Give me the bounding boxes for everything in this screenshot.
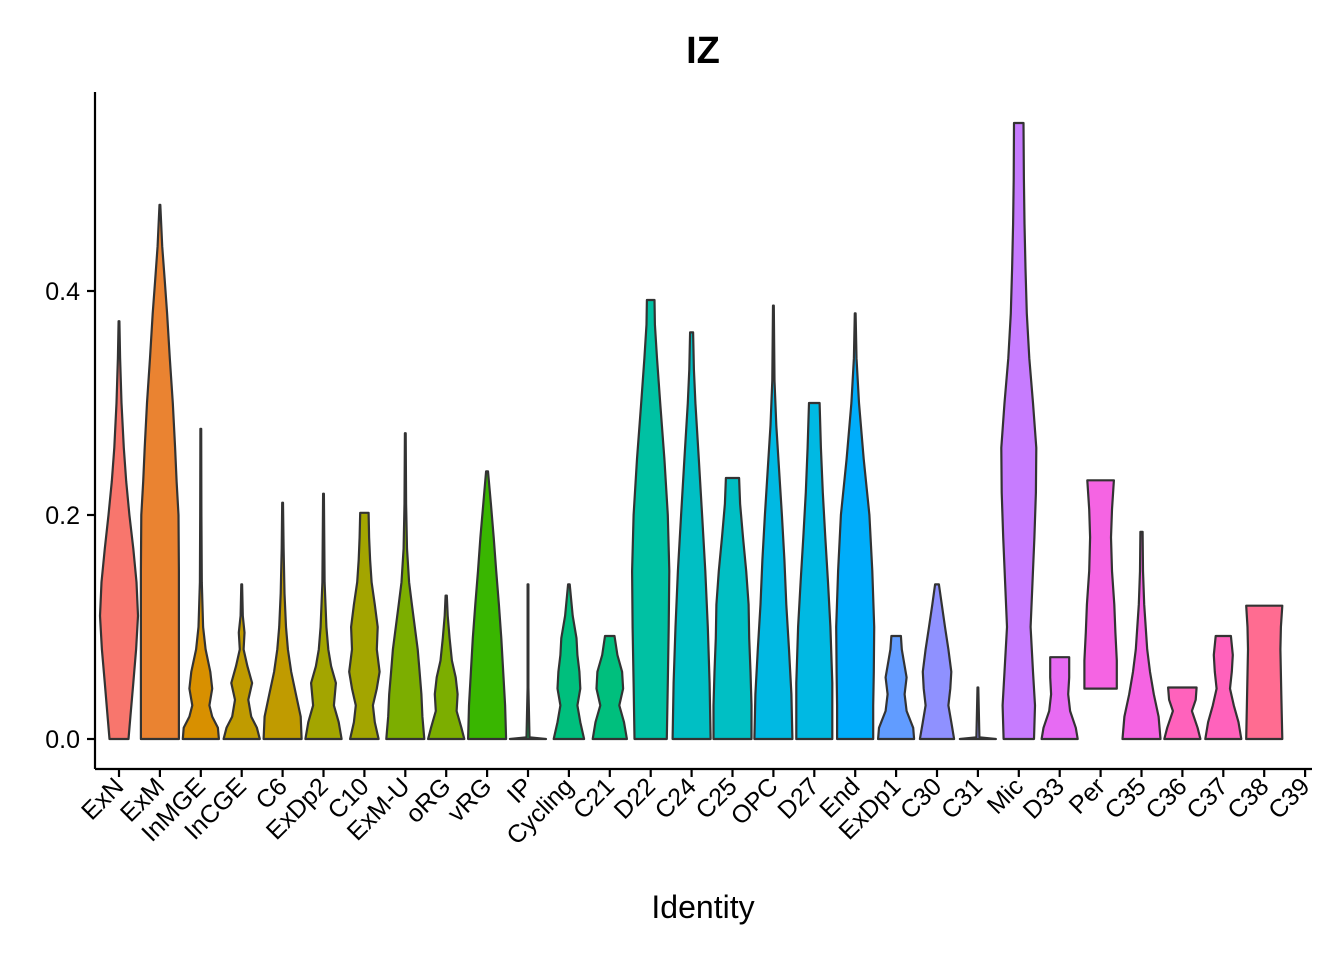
violin-c25 <box>712 476 753 741</box>
x-tick-label-exn: ExN <box>76 772 129 825</box>
x-tick-label-d33: D33 <box>1018 772 1070 824</box>
violin-c30 <box>918 583 956 741</box>
x-tick-label-c35: C35 <box>1100 772 1152 824</box>
violin-layer <box>98 121 1284 741</box>
violin-vrg <box>467 470 508 741</box>
x-tick-label-c36: C36 <box>1140 772 1192 824</box>
violin-c21 <box>591 634 628 741</box>
violin-org <box>427 594 466 741</box>
violin-opc <box>753 304 794 741</box>
y-tick-label: 0.4 <box>45 278 80 306</box>
violin-d33 <box>1040 656 1079 741</box>
x-tick-label-org: oRG <box>400 772 456 828</box>
violin-ip <box>508 583 548 741</box>
x-tick-label-c37: C37 <box>1181 772 1233 824</box>
violin-c36 <box>1163 686 1202 741</box>
y-axis: 0.0 0.2 0.4 <box>45 278 95 754</box>
x-tick-label-c21: C21 <box>568 772 620 824</box>
violin-c10 <box>348 511 381 741</box>
x-tick-label-c39: C39 <box>1263 772 1315 824</box>
violin-mic <box>1000 121 1038 741</box>
violin-cycling <box>552 583 586 741</box>
violin-exn <box>98 320 140 741</box>
violin-c31 <box>958 686 997 741</box>
x-tick-label-d27: D27 <box>772 772 824 824</box>
violin-per <box>1083 479 1118 690</box>
violin-c38 <box>1245 604 1284 741</box>
chart-title: IZ <box>686 30 720 72</box>
violin-incge <box>222 583 261 741</box>
x-tick-label-c24: C24 <box>650 772 702 824</box>
violin-d27 <box>795 401 834 741</box>
violin-c35 <box>1121 530 1162 741</box>
violin-c6 <box>262 501 303 741</box>
violin-exm <box>139 203 180 741</box>
violin-exdp2 <box>304 492 343 741</box>
violin-exm-u <box>385 432 426 741</box>
x-tick-label-d22: D22 <box>609 772 661 824</box>
x-tick-label-c31: C31 <box>936 772 988 824</box>
violin-end <box>835 312 876 741</box>
x-tick-label-vrg: vRG <box>442 772 497 827</box>
x-tick-label-mic: Mic <box>982 772 1029 819</box>
violin-inmge <box>181 427 220 741</box>
violin-d22 <box>631 298 671 741</box>
violin-exdp1 <box>876 634 916 741</box>
x-tick-label-per: Per <box>1064 772 1111 819</box>
violin-c24 <box>671 331 712 741</box>
x-axis-title: Identity <box>651 889 754 925</box>
y-tick-label: 0.0 <box>45 726 80 754</box>
violin-c37 <box>1204 634 1243 741</box>
x-tick-label-c30: C30 <box>895 772 947 824</box>
x-tick-label-c38: C38 <box>1222 772 1274 824</box>
y-tick-label: 0.2 <box>45 502 80 530</box>
